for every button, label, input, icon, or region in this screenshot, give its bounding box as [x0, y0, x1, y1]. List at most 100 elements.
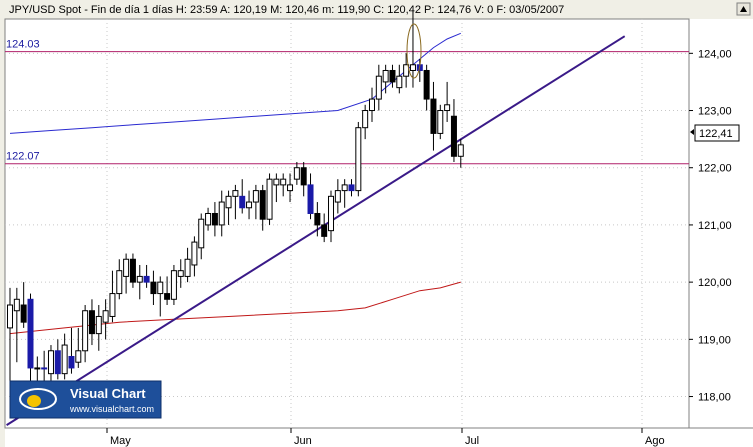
moving-average-line-1	[9, 32, 461, 134]
level-label: 122.07	[6, 151, 40, 163]
horizontal-levels: 124.03 122.07	[5, 39, 689, 165]
x-tick-label: May	[110, 435, 131, 447]
candle	[198, 213, 205, 260]
x-tick-label: Ago	[645, 435, 665, 447]
candle-body	[232, 190, 239, 197]
candle	[109, 270, 116, 323]
candle	[273, 173, 280, 203]
moving-averages	[9, 32, 461, 335]
candle	[382, 64, 389, 94]
candle-body	[423, 69, 430, 100]
candle	[246, 190, 253, 220]
candle-body	[280, 178, 287, 186]
candle	[375, 64, 382, 111]
candle-body	[157, 281, 164, 295]
candle	[307, 173, 314, 220]
time-axis[interactable]	[5, 428, 753, 447]
candle	[123, 253, 130, 294]
candle	[450, 99, 457, 163]
candle-body	[27, 298, 34, 369]
candle	[348, 179, 355, 197]
candle-body	[450, 115, 457, 157]
candle	[13, 287, 20, 363]
x-tick-label: Jun	[294, 435, 312, 447]
candle	[136, 264, 143, 300]
y-tick-label: 124,00	[698, 48, 732, 60]
chevron-up-icon	[740, 6, 747, 12]
candle-body	[273, 178, 280, 186]
candle	[205, 207, 212, 231]
y-tick-label: 123,00	[698, 106, 732, 118]
candle-body	[287, 184, 294, 192]
candle	[218, 190, 225, 237]
candle-body	[54, 350, 61, 375]
candle	[389, 64, 396, 88]
candle	[170, 264, 177, 306]
candle	[396, 64, 403, 94]
last-price-box	[694, 124, 740, 142]
candle	[409, 9, 416, 88]
plot-area[interactable]	[4, 18, 690, 429]
candle-body	[225, 195, 232, 209]
candle-body	[95, 315, 102, 335]
candle-body	[61, 344, 68, 375]
candle	[293, 162, 300, 185]
candle	[41, 350, 48, 386]
candle	[287, 173, 294, 203]
candle-body	[205, 212, 212, 226]
candle-body	[123, 258, 130, 277]
candle-body	[437, 110, 444, 134]
logo-globe-icon	[27, 395, 41, 407]
candle	[321, 213, 328, 243]
candle	[300, 162, 307, 197]
candle-body	[109, 293, 116, 317]
candle-body	[300, 167, 307, 186]
candle-body	[177, 270, 184, 277]
logo-swirl-icon	[19, 388, 57, 410]
candle-body	[102, 310, 109, 323]
price-axis[interactable]	[689, 19, 753, 428]
y-tick-label: 120,00	[698, 277, 732, 289]
candle	[437, 104, 444, 140]
candle	[75, 327, 82, 368]
candle	[150, 270, 157, 306]
candle-body	[430, 98, 437, 134]
candle-body	[457, 144, 464, 157]
candle	[252, 184, 259, 220]
candle	[423, 64, 430, 111]
candle-body	[368, 98, 375, 112]
candle-body	[143, 275, 150, 283]
candle-body	[328, 195, 335, 232]
candle-body	[266, 178, 273, 220]
candle	[68, 327, 75, 374]
candle-body	[150, 281, 157, 295]
y-tick-label: 119,00	[698, 334, 731, 346]
candle	[143, 264, 150, 288]
candle-body	[348, 184, 355, 192]
grid-lines	[5, 19, 689, 428]
trendline[interactable]	[6, 35, 626, 426]
candle-body	[116, 270, 123, 295]
candle	[280, 173, 287, 197]
candle-body	[191, 241, 198, 266]
candle	[232, 184, 239, 220]
candle	[239, 179, 246, 214]
candle-body	[34, 367, 41, 370]
candle	[61, 333, 68, 380]
candle	[184, 247, 191, 283]
candle-body	[246, 201, 253, 209]
candle-body	[184, 258, 191, 277]
candle-body	[7, 304, 13, 329]
candle-body	[239, 195, 246, 209]
candle-body	[252, 190, 259, 203]
candle-body	[82, 310, 89, 352]
candle	[341, 179, 348, 208]
candle-body	[88, 310, 95, 335]
candle	[129, 253, 136, 288]
candle-body	[409, 64, 416, 71]
scroll-control[interactable]	[736, 2, 751, 16]
candle-body	[334, 190, 341, 203]
candle	[266, 173, 273, 225]
x-tick-label: Jul	[465, 435, 479, 447]
